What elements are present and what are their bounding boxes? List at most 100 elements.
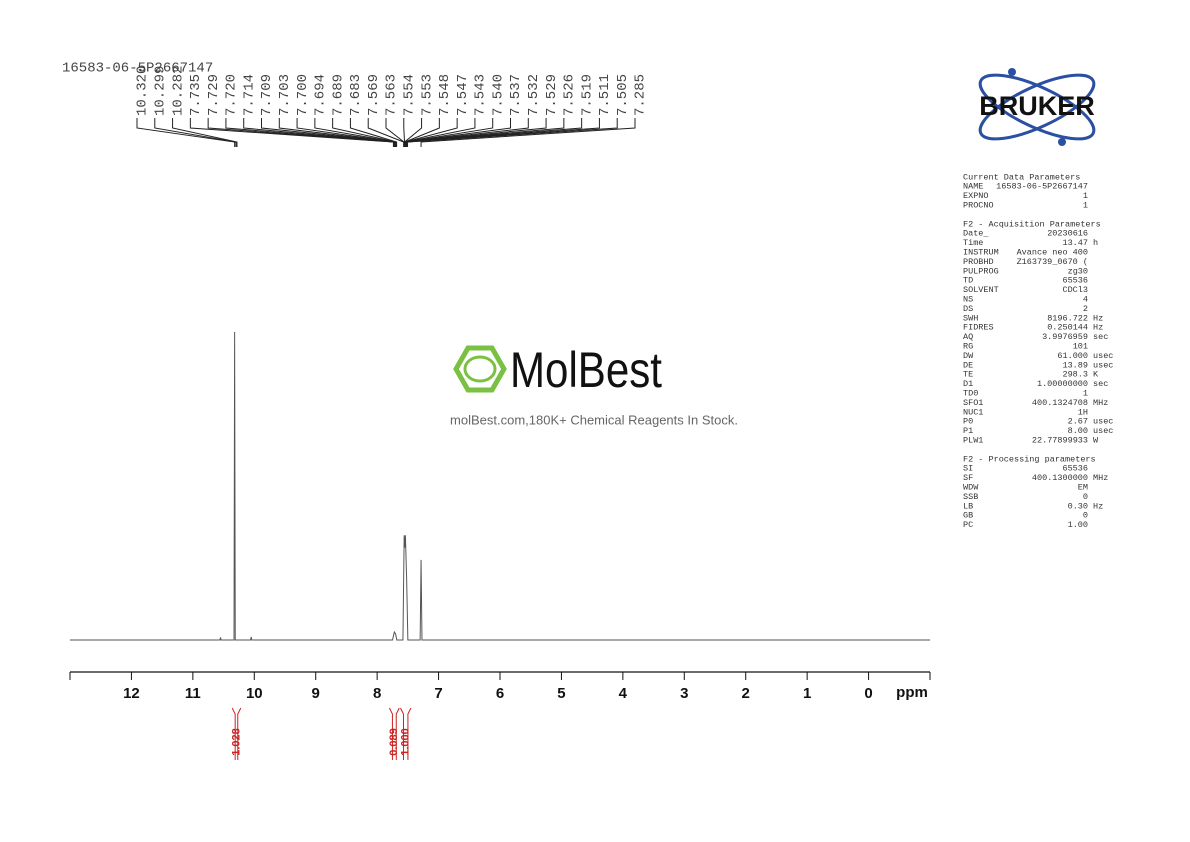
x-tick-label: 8 (373, 685, 381, 702)
param-header: F2 - Acquisition Parameters (963, 219, 1101, 229)
param-name: DE (963, 360, 973, 370)
param-unit: usec (1093, 360, 1113, 370)
param-name: PULPROG (963, 266, 999, 276)
electron (1058, 138, 1066, 146)
param-unit: MHz (1093, 398, 1108, 408)
x-tick-label: 10 (246, 685, 263, 702)
param-value: 65536 (1062, 276, 1088, 286)
param-value: 1.00 (1068, 520, 1088, 530)
param-value: 1 (1083, 191, 1088, 201)
param-unit: sec (1093, 379, 1108, 389)
param-value: 400.1300000 (1032, 473, 1088, 483)
peak-connector (420, 118, 636, 147)
param-name: NAME (963, 182, 983, 192)
param-name: SFO1 (963, 398, 983, 408)
param-name: DW (963, 351, 974, 361)
peak-connector (172, 118, 238, 147)
peak-connector (136, 118, 236, 147)
param-value: 4 (1083, 294, 1088, 304)
param-value: 61.000 (1057, 351, 1088, 361)
param-value: 298.3 (1062, 370, 1088, 380)
param-value: 0 (1083, 511, 1088, 521)
integral-bracket (400, 707, 412, 760)
orbit (978, 73, 1096, 141)
param-value: 16583-06-5P2667147 (996, 182, 1088, 192)
peak-label: 7.720 (224, 74, 240, 116)
peak-label: 7.537 (508, 74, 524, 116)
peak-label: 7.543 (473, 74, 489, 116)
x-tick-label: 1 (803, 685, 811, 702)
bruker-name: BRUKER (979, 91, 1095, 121)
param-value: 3.9976959 (1042, 332, 1088, 342)
integral-bracket (231, 707, 242, 760)
param-value: 65536 (1062, 464, 1088, 474)
peak-label: 7.505 (615, 74, 631, 116)
peak-label: 7.729 (206, 74, 222, 116)
x-tick-label: 2 (742, 685, 750, 702)
param-name: SI (963, 464, 973, 474)
param-value: Z163739_0670 ( (1017, 257, 1088, 267)
param-name: EXPNO (963, 191, 989, 201)
param-name: SF (963, 473, 973, 483)
param-unit: sec (1093, 332, 1108, 342)
peak-connector (404, 118, 440, 147)
peak-label: 10.299 (152, 66, 168, 116)
peak-connector (349, 118, 398, 147)
param-value: EM (1078, 482, 1088, 492)
param-name: GB (963, 511, 973, 521)
peak-label: 7.529 (544, 74, 560, 116)
param-value: 0.30 (1068, 501, 1088, 511)
peak-connector (154, 118, 237, 147)
param-unit: MHz (1093, 473, 1108, 483)
param-unit: K (1093, 370, 1099, 380)
param-name: LB (963, 501, 973, 511)
param-name: TD (963, 276, 973, 286)
x-tick-label: 11 (185, 685, 201, 702)
param-unit: usec (1093, 426, 1113, 436)
param-value: zg30 (1068, 266, 1088, 276)
x-tick-label: 0 (864, 685, 872, 702)
param-name: DS (963, 304, 973, 314)
param-name: NS (963, 294, 973, 304)
param-name: P1 (963, 426, 973, 436)
param-header: Current Data Parameters (963, 172, 1080, 182)
param-value: 8.00 (1068, 426, 1088, 436)
peak-label: 7.519 (579, 74, 595, 116)
param-name: PROBHD (963, 257, 994, 267)
param-name: PC (963, 520, 973, 530)
param-unit: usec (1093, 417, 1113, 427)
param-value: 13.47 (1062, 238, 1088, 248)
param-value: 20230616 (1047, 229, 1088, 239)
peak-label: 7.511 (597, 74, 613, 116)
param-name: D1 (963, 379, 973, 389)
param-unit: usec (1093, 351, 1113, 361)
x-tick-label: 3 (680, 685, 688, 702)
param-value: 1 (1083, 388, 1088, 398)
peak-connector (404, 118, 458, 147)
peak-label: 7.683 (348, 74, 364, 116)
param-value: 400.1324708 (1032, 398, 1088, 408)
param-name: SOLVENT (963, 285, 999, 295)
peak-connector (207, 118, 395, 147)
peak-label: 7.700 (295, 74, 311, 116)
spectrum-title: 16583-06-5P2667147 (62, 61, 213, 77)
bruker-logo: BRUKER (978, 68, 1096, 146)
param-name: WDW (963, 482, 979, 492)
molbest-hexagon (453, 345, 507, 393)
peak-label: 7.532 (526, 74, 542, 116)
peak-label: 7.553 (419, 74, 435, 116)
param-name: RG (963, 341, 973, 351)
param-value: 22.77899933 (1032, 435, 1088, 445)
param-value: 2 (1083, 304, 1088, 314)
param-value: 0 (1083, 492, 1088, 502)
param-value: Avance neo 400 (1017, 247, 1088, 257)
param-value: 0.250144 (1047, 323, 1088, 333)
param-unit: Hz (1093, 501, 1103, 511)
param-name: Date_ (963, 229, 989, 239)
peak-label: 7.563 (384, 74, 400, 116)
param-name: PLW1 (963, 435, 983, 445)
molbest-ring (463, 355, 497, 383)
peak-label: 7.285 (633, 74, 649, 116)
param-value: 101 (1073, 341, 1088, 351)
peak-label: 10.282 (170, 66, 186, 116)
